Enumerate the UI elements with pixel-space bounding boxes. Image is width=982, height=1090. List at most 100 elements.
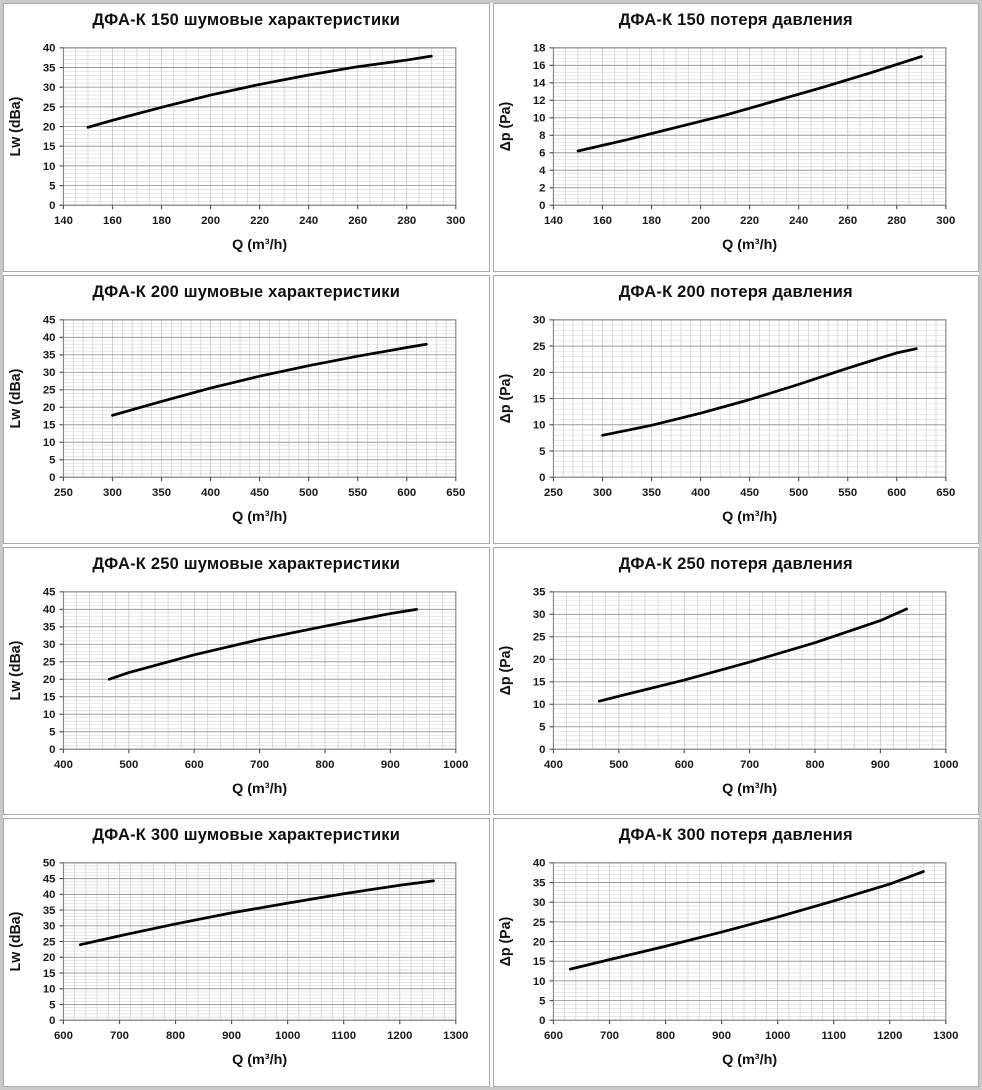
x-tick-label: 1200 <box>387 1030 412 1042</box>
data-line-dfa-k-200-noise <box>111 342 428 417</box>
chart-plot-dfa-k-250-pressure: 0 5 10 15 20 25 30 35 400 500 600 700 800 900 1000 Δp (… <box>497 586 958 796</box>
y-tick-label: 0 <box>49 200 55 212</box>
chart-title: ДФА-К 200 шумовые характеристики <box>92 282 401 301</box>
x-tick-label: 700 <box>600 1030 619 1042</box>
y-tick-label: 35 <box>532 586 545 598</box>
y-tick-label: 30 <box>532 897 545 909</box>
y-tick-label: 20 <box>43 402 56 414</box>
y-tick-label: 40 <box>532 858 545 870</box>
x-tick-label: 1100 <box>821 1030 846 1042</box>
y-tick-label: 25 <box>43 656 56 668</box>
chart-title: ДФА-К 300 потеря давления <box>618 826 853 845</box>
x-axis-label: Q (m³/h) <box>232 781 287 797</box>
x-tick-label: 600 <box>543 1030 562 1042</box>
y-tick-label: 30 <box>43 82 56 94</box>
x-tick-label: 240 <box>789 215 808 227</box>
data-line-dfa-k-300-pressure <box>568 870 925 971</box>
y-tick-label: 0 <box>539 200 545 212</box>
chart-panel-dfa-k-200-noise: ДФА-К 200 шумовые характеристики 0 5 10 15 20… <box>3 274 490 544</box>
x-tick-label: 350 <box>152 487 171 499</box>
x-tick-label: 800 <box>316 758 335 770</box>
x-axis-label: Q (m³/h) <box>232 1053 287 1069</box>
data-line-dfa-k-250-pressure <box>597 607 908 703</box>
x-tick-label: 1200 <box>877 1030 902 1042</box>
y-tick-label: 25 <box>532 917 545 929</box>
y-tick-label: 15 <box>43 141 56 153</box>
y-tick-label: 15 <box>43 420 56 432</box>
y-tick-label: 0 <box>49 1015 55 1027</box>
y-tick-label: 35 <box>43 350 56 362</box>
x-tick-label: 700 <box>740 758 759 770</box>
y-tick-label: 35 <box>43 62 56 74</box>
y-tick-label: 10 <box>532 113 545 125</box>
y-tick-label: 4 <box>539 165 546 177</box>
plot-border <box>552 319 946 478</box>
y-tick-label: 5 <box>49 1000 55 1012</box>
x-tick-label: 450 <box>740 487 759 499</box>
x-tick-label: 800 <box>656 1030 675 1042</box>
y-tick-label: 5 <box>49 181 55 193</box>
chart-title: ДФА-К 250 потеря давления <box>618 554 853 573</box>
y-axis-label: Δp (Pa) <box>497 917 513 967</box>
x-tick-label: 200 <box>201 215 220 227</box>
y-tick-label: 5 <box>539 996 545 1008</box>
x-tick-label: 550 <box>838 487 857 499</box>
chart-title: ДФА-К 250 шумовые характеристики <box>92 554 401 573</box>
y-tick-label: 6 <box>539 148 545 160</box>
x-tick-label: 1300 <box>933 1030 958 1042</box>
x-tick-label: 600 <box>887 487 906 499</box>
x-tick-label: 300 <box>592 487 611 499</box>
x-tick-label: 280 <box>397 215 416 227</box>
y-tick-label: 25 <box>532 341 545 353</box>
x-tick-label: 900 <box>381 758 400 770</box>
x-tick-label: 200 <box>691 215 710 227</box>
y-tick-label: 20 <box>43 953 56 965</box>
chart-title: ДФА-К 150 шумовые характеристики <box>92 11 401 29</box>
y-tick-label: 5 <box>49 454 55 466</box>
x-tick-label: 1100 <box>331 1030 356 1042</box>
chart-plot-dfa-k-150-pressure: 0 2 4 6 8 10 12 14 16 18 140 160 180 200 220 240 260 280 3… <box>497 43 955 253</box>
x-tick-label: 550 <box>348 487 367 499</box>
y-tick-label: 30 <box>43 921 56 933</box>
chart-plot-dfa-k-300-pressure: 0 5 10 15 20 25 30 35 40 600 700 800 900 1000 1100 1200… <box>497 858 958 1068</box>
data-line-dfa-k-200-pressure <box>600 347 918 437</box>
y-axis-label: Lw (dBa) <box>8 640 24 700</box>
x-tick-label: 140 <box>54 215 73 227</box>
x-tick-label: 220 <box>250 215 269 227</box>
y-tick-label: 10 <box>43 984 56 996</box>
x-tick-label: 260 <box>348 215 367 227</box>
y-tick-label: 0 <box>49 744 55 756</box>
x-tick-label: 300 <box>936 215 955 227</box>
chart-plot-dfa-k-200-pressure: 0 5 10 15 20 25 30 250 300 350 400 450 500 550 600 650 Δ… <box>497 315 955 525</box>
y-tick-label: 12 <box>532 95 545 107</box>
y-tick-label: 0 <box>539 744 545 756</box>
y-axis-label: Lw (dBa) <box>8 912 24 972</box>
y-tick-label: 10 <box>532 976 545 988</box>
y-tick-label: 40 <box>43 332 56 344</box>
chart-panel-dfa-k-250-noise: ДФА-К 250 шумовые характеристики 0 5 10 15 20… <box>3 546 490 816</box>
plot-border <box>62 319 457 478</box>
y-tick-label: 10 <box>532 699 545 711</box>
x-tick-label: 650 <box>936 487 955 499</box>
y-tick-label: 20 <box>532 937 545 949</box>
y-tick-label: 25 <box>532 631 545 643</box>
y-tick-label: 15 <box>43 691 56 703</box>
x-tick-label: 700 <box>250 758 269 770</box>
x-tick-label: 400 <box>201 487 220 499</box>
x-tick-label: 500 <box>299 487 318 499</box>
x-tick-label: 140 <box>543 215 562 227</box>
y-axis-label: Lw (dBa) <box>8 368 24 428</box>
y-tick-label: 15 <box>43 968 56 980</box>
x-axis-label: Q (m³/h) <box>722 509 777 525</box>
y-tick-label: 35 <box>532 878 545 890</box>
y-axis-label: Δp (Pa) <box>497 373 513 423</box>
x-tick-label: 800 <box>166 1030 185 1042</box>
y-tick-label: 30 <box>43 639 56 651</box>
x-tick-label: 700 <box>110 1030 129 1042</box>
x-tick-label: 250 <box>543 487 562 499</box>
x-tick-label: 900 <box>712 1030 731 1042</box>
x-tick-label: 900 <box>870 758 889 770</box>
y-tick-label: 10 <box>43 437 56 449</box>
x-tick-label: 1300 <box>443 1030 468 1042</box>
